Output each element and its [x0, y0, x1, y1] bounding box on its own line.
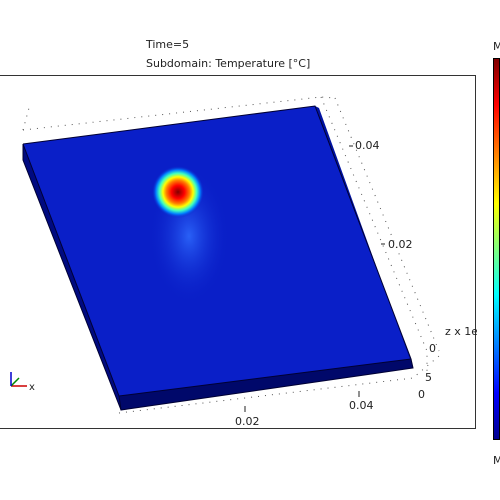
bounding-box-dots [22, 96, 440, 414]
colorbar [493, 58, 500, 440]
x-tick-label: 0.02 [235, 415, 260, 428]
x-tick-label: 0.04 [349, 399, 374, 412]
axis-ticks [244, 145, 385, 412]
domain-front-face [23, 144, 121, 410]
colorbar-top-label: M [493, 40, 500, 53]
z-axis-unit: x 1e-3 [454, 325, 477, 338]
z-tick-label: 5 [425, 371, 432, 384]
colorbar-gradient [493, 58, 500, 440]
y-tick-label: 0.02 [388, 238, 413, 251]
heat-hotspot [152, 166, 204, 218]
y-tick-label: 0.04 [355, 139, 380, 152]
colorbar-bottom-label: M [493, 454, 500, 467]
z-tick-label: 0 [418, 388, 425, 401]
z-tick-label: 0 [429, 342, 436, 355]
z-axis-unit-label: z x 1e-3 [445, 325, 477, 338]
axis-triad: x [10, 372, 35, 393]
z-axis-label: z [445, 325, 451, 338]
domain-bottom-face [119, 359, 413, 410]
plot-3d-scene[interactable]: 0.02 0.04 0.04 0.02 z x 1e-3 0 5 0 x [0, 76, 477, 430]
plot-subtitle: Subdomain: Temperature [°C] [146, 57, 311, 70]
plot-title: Time=5 [146, 38, 190, 51]
domain-edges [22, 105, 414, 411]
triad-x-label: x [29, 382, 35, 393]
plot-area[interactable]: 0.02 0.04 0.04 0.02 z x 1e-3 0 5 0 x [0, 75, 477, 430]
